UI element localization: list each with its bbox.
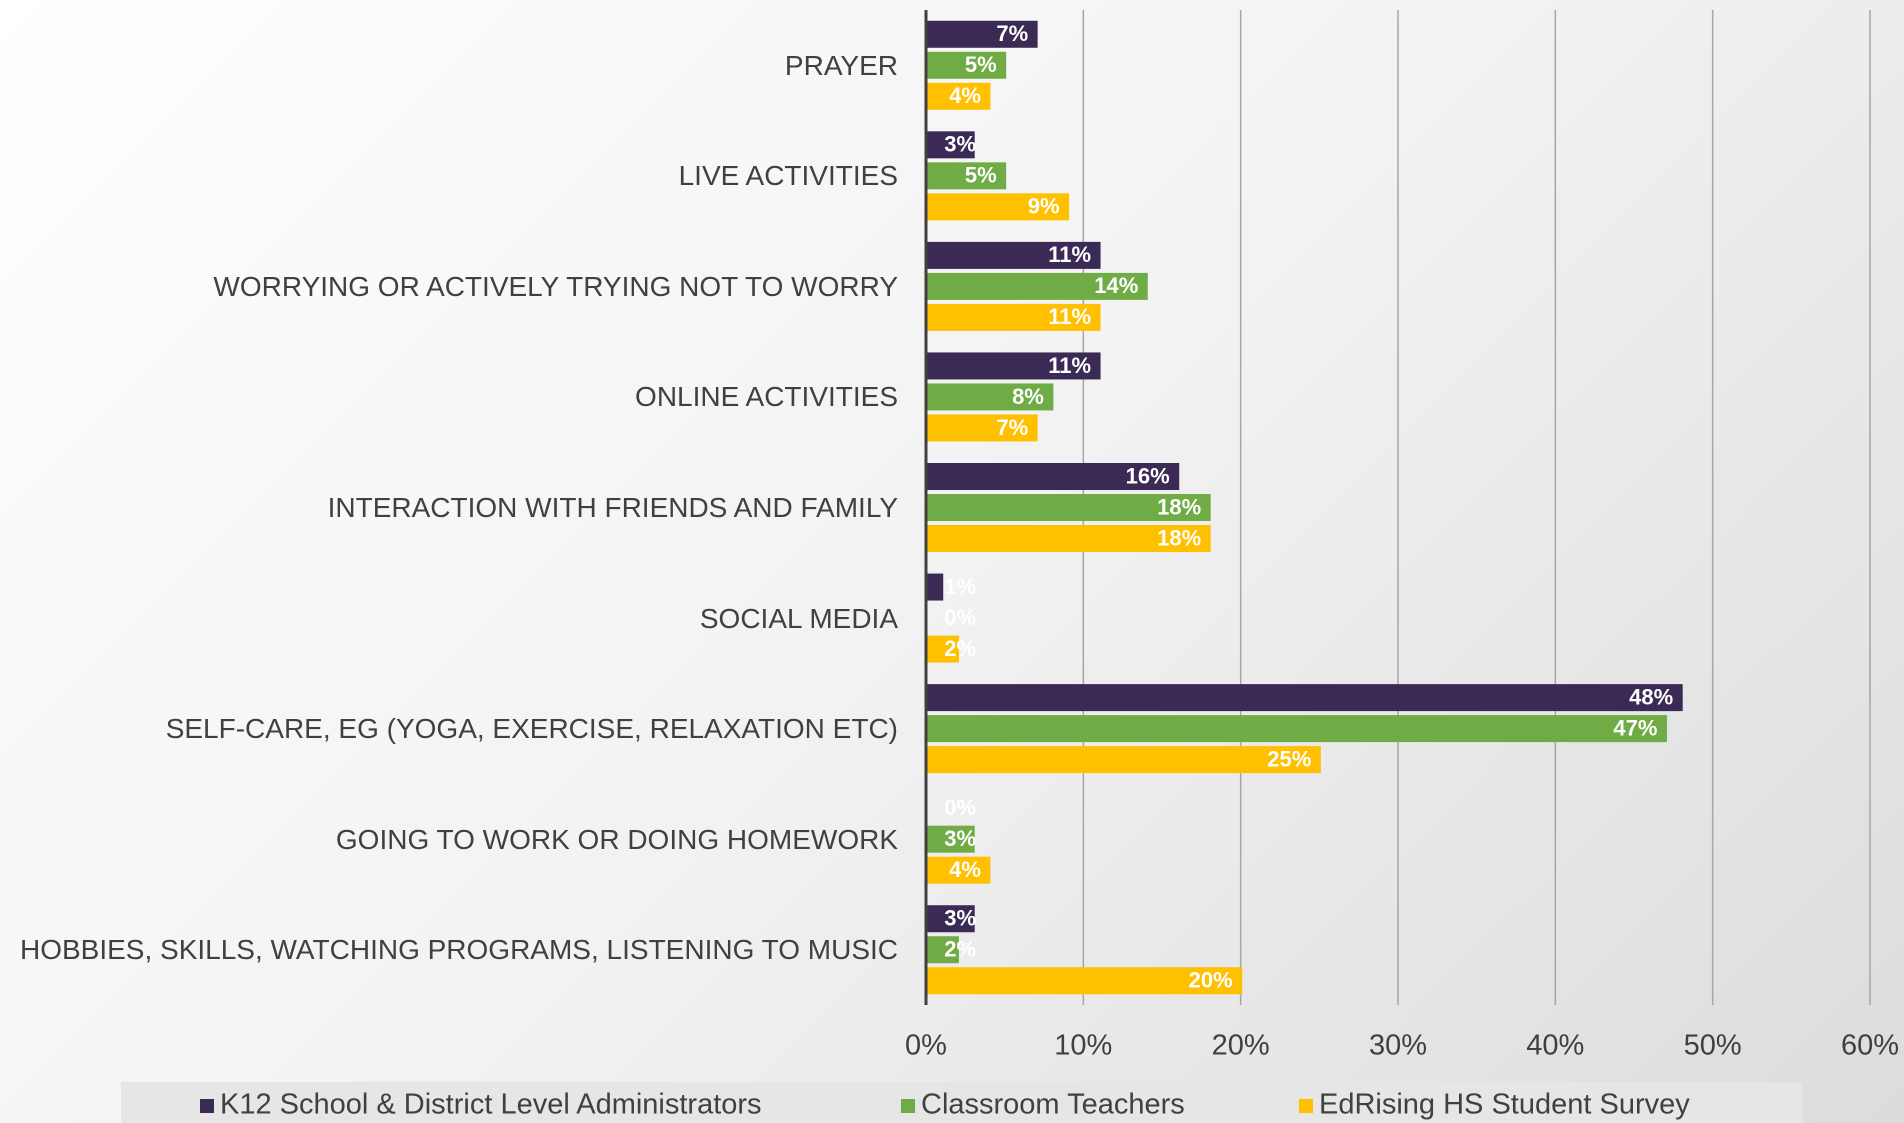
- bar: [927, 825, 975, 853]
- value-label: 20%: [1189, 968, 1233, 993]
- legend-label: EdRising HS Student Survey: [1319, 1089, 1690, 1121]
- value-label: 3%: [944, 132, 976, 157]
- bar: [927, 193, 1070, 221]
- legend-marker: [1299, 1099, 1313, 1113]
- bar: [927, 20, 1038, 48]
- value-label: 11%: [1048, 242, 1091, 267]
- value-label: 7%: [996, 21, 1028, 46]
- category-label: WORRYING OR ACTIVELY TRYING NOT TO WORRY: [0, 268, 898, 305]
- legend-marker: [901, 1099, 915, 1113]
- bar: [927, 746, 1321, 774]
- category-label: INTERACTION WITH FRIENDS AND FAMILY: [0, 489, 898, 526]
- value-label: 0%: [944, 795, 976, 820]
- value-label: 11%: [1048, 353, 1091, 378]
- bar: [927, 272, 1148, 300]
- category-text: HOBBIES, SKILLS, WATCHING PROGRAMS, LIST…: [19, 934, 898, 966]
- value-label: 2%: [944, 636, 976, 661]
- value-label: 0%: [944, 605, 976, 630]
- x-tick-label: 0%: [905, 1030, 947, 1062]
- bar: [927, 162, 1007, 190]
- x-tick-label: 50%: [1684, 1030, 1742, 1062]
- bar: [927, 684, 1683, 712]
- value-label: 18%: [1157, 525, 1201, 550]
- bar: [927, 967, 1243, 995]
- category-text: GOING TO WORK OR DOING HOMEWORK: [335, 823, 898, 855]
- value-label: 1%: [944, 574, 976, 599]
- value-label: 47%: [1613, 715, 1657, 740]
- x-tick-label: 10%: [1054, 1030, 1112, 1062]
- bar: [927, 241, 1101, 269]
- x-tick-label: 40%: [1526, 1030, 1584, 1062]
- x-tick-label: 60%: [1841, 1030, 1899, 1062]
- bar: [927, 383, 1054, 411]
- bar: [927, 635, 959, 663]
- category-label: LIVE ACTIVITIES: [0, 157, 898, 194]
- bar: [927, 494, 1211, 521]
- category-label: GOING TO WORK OR DOING HOMEWORK: [0, 821, 898, 858]
- bar: [927, 463, 1180, 490]
- category-text: SOCIAL MEDIA: [699, 602, 898, 634]
- category-text: WORRYING OR ACTIVELY TRYING NOT TO WORRY: [213, 270, 898, 302]
- category-label: SELF-CARE, EG (YOGA, EXERCISE, RELAXATIO…: [0, 710, 898, 747]
- legend-label: Classroom Teachers: [921, 1089, 1185, 1121]
- bar: [927, 573, 944, 601]
- category-text: LIVE ACTIVITIES: [678, 160, 898, 192]
- category-label: HOBBIES, SKILLS, WATCHING PROGRAMS, LIST…: [0, 931, 898, 968]
- category-label: SOCIAL MEDIA: [0, 600, 898, 637]
- bar: [927, 715, 1667, 743]
- category-text: PRAYER: [784, 49, 898, 81]
- value-label: 4%: [949, 857, 981, 882]
- bar: [927, 82, 991, 110]
- category-label: PRAYER: [0, 47, 898, 84]
- value-label: 3%: [944, 826, 976, 851]
- value-label: 11%: [1048, 304, 1091, 329]
- value-label: 4%: [949, 83, 981, 108]
- legend-label: K12 School & District Level Administrato…: [220, 1089, 762, 1121]
- bar: [927, 414, 1038, 442]
- value-label: 5%: [965, 52, 997, 77]
- value-label: 5%: [965, 163, 997, 188]
- value-label: 3%: [944, 906, 976, 931]
- bar: [927, 525, 1211, 552]
- category-label: ONLINE ACTIVITIES: [0, 378, 898, 415]
- bar: [927, 856, 991, 884]
- value-label: 8%: [1012, 384, 1044, 409]
- bar: [927, 303, 1101, 331]
- bar: [927, 352, 1101, 380]
- value-label: 25%: [1267, 746, 1311, 771]
- value-label: 14%: [1094, 273, 1138, 298]
- value-label: 9%: [1028, 194, 1060, 219]
- category-text: ONLINE ACTIVITIES: [635, 381, 898, 413]
- value-label: 2%: [944, 937, 976, 962]
- category-text: INTERACTION WITH FRIENDS AND FAMILY: [327, 492, 898, 523]
- legend-box: [121, 1082, 1802, 1123]
- bar: [927, 51, 1007, 79]
- category-text: SELF-CARE, EG (YOGA, EXERCISE, RELAXATIO…: [165, 713, 898, 745]
- legend-marker: [200, 1099, 214, 1113]
- value-label: 48%: [1629, 684, 1673, 709]
- x-tick-label: 30%: [1369, 1030, 1427, 1062]
- bar: [927, 905, 975, 933]
- value-label: 18%: [1157, 494, 1201, 519]
- value-label: 7%: [996, 415, 1028, 440]
- bar: [927, 936, 959, 964]
- value-label: 16%: [1126, 463, 1170, 488]
- bar: [927, 131, 975, 159]
- x-tick-label: 20%: [1212, 1030, 1270, 1062]
